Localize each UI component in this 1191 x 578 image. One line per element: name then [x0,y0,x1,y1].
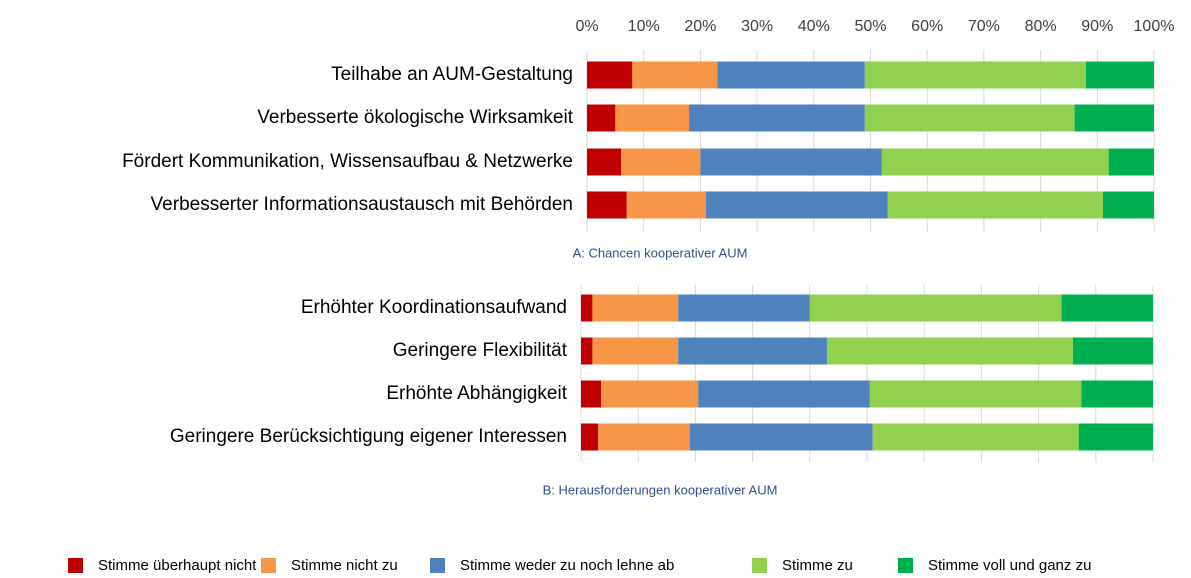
bar-segment [581,423,599,451]
bar-segment [626,191,707,219]
x-tick-label: 80% [1025,18,1057,35]
bar-segment [1102,191,1154,219]
legend-swatch [68,558,83,573]
bar-segment [826,337,1073,365]
bar-segment [700,148,882,176]
bar-segment [887,191,1103,219]
bar-segment [587,148,622,176]
x-tick-label: 60% [911,18,943,35]
bar-segment [587,104,616,132]
bar-segment [706,191,888,219]
bar-segment [689,104,865,132]
legend-label: Stimme nicht zu [291,557,398,574]
bar-segment [864,104,1075,132]
bar-segment [864,61,1086,89]
category-label: Teilhabe an AUM-Gestaltung [331,64,573,85]
x-tick-label: 10% [628,18,660,35]
bar-segment [689,423,873,451]
legend-swatch [898,558,913,573]
bar-segment [678,337,827,365]
bar-segment [587,191,627,219]
bar-segment [581,337,593,365]
bar-segment [1108,148,1154,176]
bar-segment [621,148,701,176]
bar-segment [1085,61,1154,89]
x-tick-label: 20% [684,18,716,35]
category-label: Erhöhter Koordinationsaufwand [301,297,567,318]
category-label: Fördert Kommunikation, Wissensaufbau & N… [122,151,573,172]
bar-segment [881,148,1109,176]
bar-segment [632,61,718,89]
x-tick-label: 90% [1081,18,1113,35]
bar-segment [717,61,865,89]
x-tick-label: 100% [1134,18,1175,35]
bar-segment [698,380,870,408]
legend-swatch [752,558,767,573]
bar-segment [581,294,593,322]
bar-segment [592,337,679,365]
category-label: Erhöhte Abhängigkeit [386,383,567,404]
chart-caption: A: Chancen kooperativer AUM [573,245,748,260]
category-label: Geringere Flexibilität [393,340,568,361]
bar-segment [598,423,690,451]
legend-label: Stimme überhaupt nicht zu [98,557,276,574]
bar-segment [1074,104,1154,132]
bar-segment [1081,380,1153,408]
category-label: Geringere Berücksichtigung eigener Inter… [170,426,567,447]
x-tick-label: 50% [854,18,886,35]
bar-segment [615,104,690,132]
bar-segment [601,380,699,408]
bar-segment [872,423,1079,451]
bar-segment [1072,337,1153,365]
x-tick-label: 30% [741,18,773,35]
category-label: Verbesserter Informationsaustausch mit B… [151,194,573,215]
bar-segment [809,294,1062,322]
legend-label: Stimme weder zu noch lehne ab [460,557,674,574]
x-tick-label: 40% [798,18,830,35]
bar-segment [592,294,679,322]
category-label: Verbesserte ökologische Wirksamkeit [257,107,573,128]
bar-segment [1061,294,1153,322]
legend-label: Stimme zu [782,557,853,574]
bar-segment [581,380,602,408]
legend-label: Stimme voll und ganz zu [928,557,1091,574]
bar-segment [587,61,633,89]
legend-swatch [430,558,445,573]
x-tick-label: 0% [575,18,598,35]
x-tick-label: 70% [968,18,1000,35]
bar-segment [869,380,1082,408]
legend-swatch [261,558,276,573]
bar-segment [1078,423,1153,451]
bar-segment [678,294,810,322]
chart-caption: B: Herausforderungen kooperativer AUM [543,482,778,497]
